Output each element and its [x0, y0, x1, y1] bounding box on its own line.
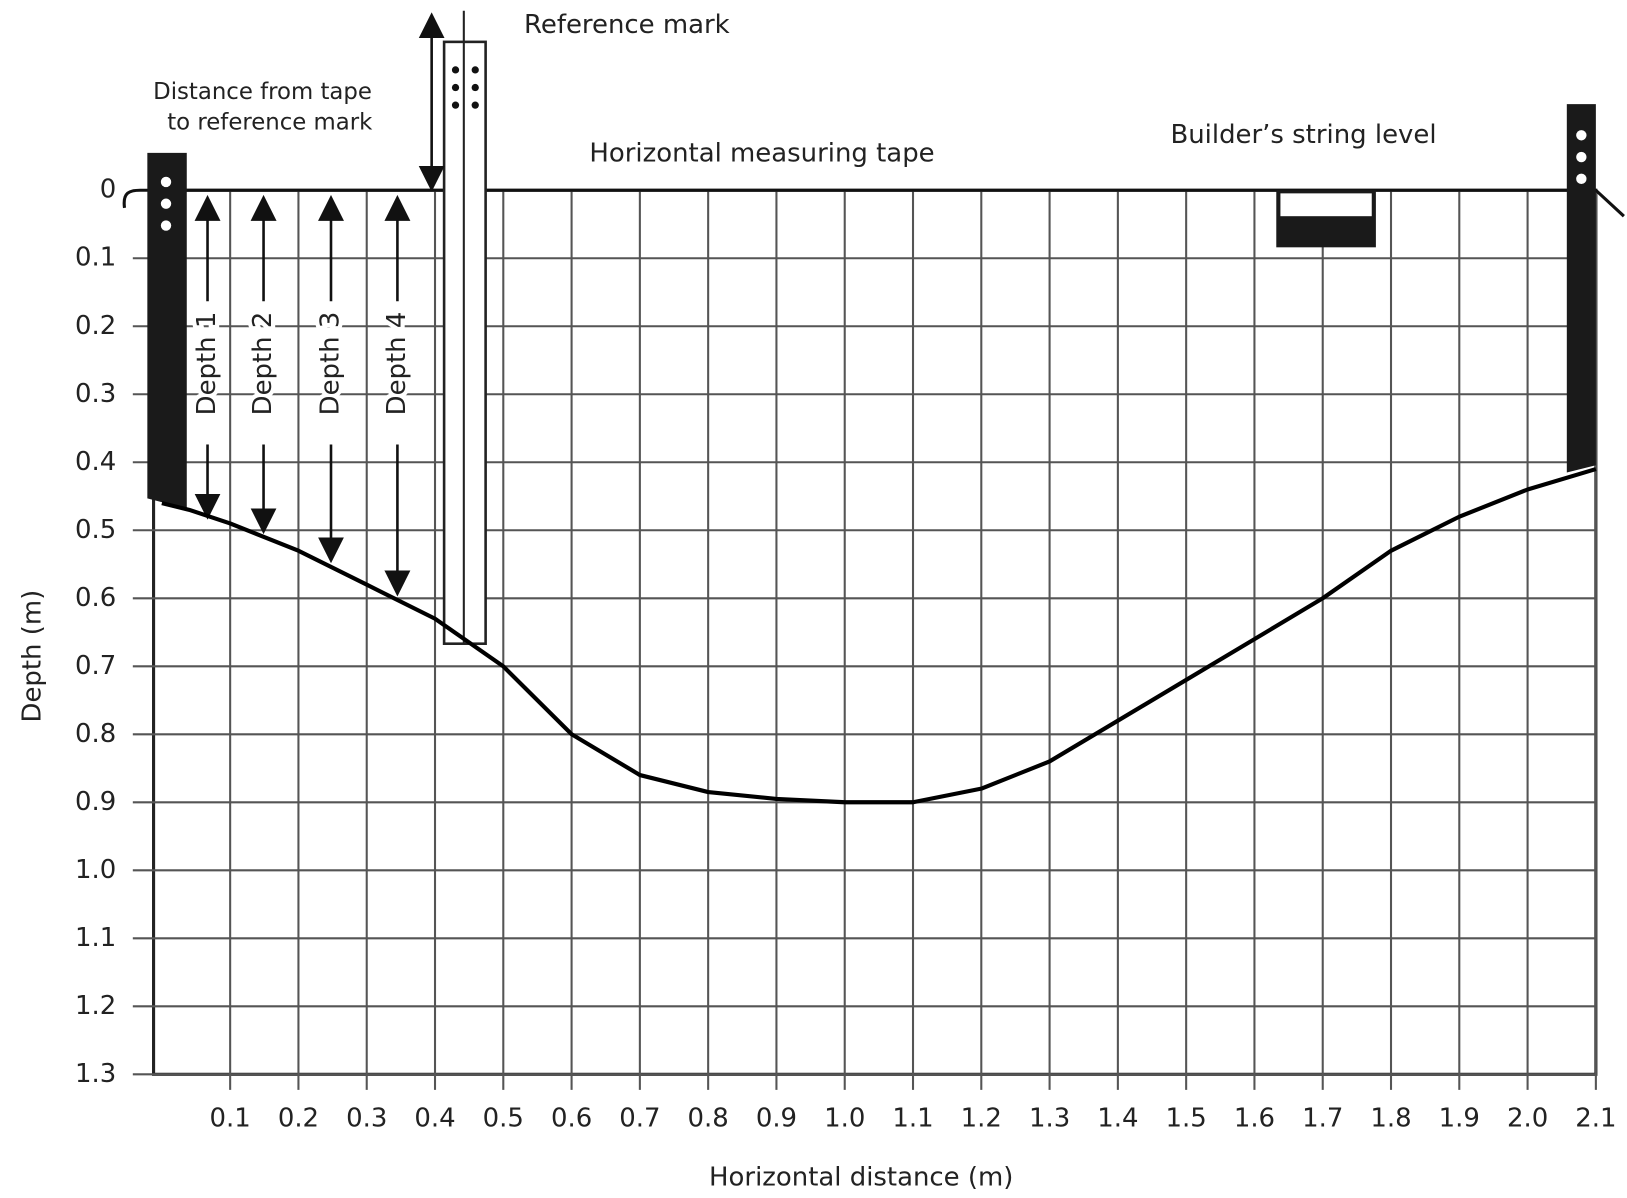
y-tick-label: 0.7 — [75, 651, 116, 681]
x-tick-label: 1.5 — [1166, 1103, 1207, 1133]
post-hole — [160, 198, 172, 209]
y-tick-label: 0.8 — [75, 719, 116, 749]
x-tick-label: 1.9 — [1439, 1103, 1480, 1133]
y-tick-label: 1.3 — [75, 1059, 116, 1089]
post-hole — [1576, 130, 1587, 141]
plot-frame — [152, 188, 1598, 1076]
y-tick-label: 0.1 — [75, 243, 116, 273]
bed-profile — [161, 467, 1597, 805]
y-tick-label: 0 — [100, 175, 117, 205]
right-post — [1566, 104, 1596, 473]
depth-arrows — [194, 194, 411, 597]
annotation: Builder’s string level — [1170, 120, 1436, 150]
x-tick-label: 0.3 — [346, 1103, 387, 1133]
y-tick-label: 0.2 — [75, 311, 116, 341]
x-tick-label: 0.4 — [414, 1103, 455, 1133]
post-hole — [1576, 173, 1587, 185]
y-tick-label: 1.2 — [75, 991, 116, 1021]
measuring-tape — [122, 188, 1625, 218]
y-tick-label: 0.3 — [75, 379, 116, 409]
x-tick-label: 0.8 — [688, 1103, 729, 1133]
x-axis-label: Horizontal distance (m) — [709, 1163, 1013, 1193]
post-hole — [160, 176, 172, 188]
x-tick-label: 0.9 — [756, 1103, 797, 1133]
y-tick-label: 0.4 — [75, 447, 116, 477]
x-tick-label: 1.3 — [1029, 1103, 1070, 1133]
x-tick-label: 1.0 — [824, 1103, 865, 1133]
annotation: Distance from tape — [153, 79, 372, 105]
y-tick-label: 0.5 — [75, 515, 116, 545]
y-tick-label: 0.6 — [75, 583, 116, 613]
x-tick-label: 1.4 — [1097, 1103, 1138, 1133]
annotation: Depth 3 — [316, 312, 346, 416]
x-tick-label: 1.2 — [961, 1103, 1002, 1133]
x-tick-label: 0.5 — [483, 1103, 524, 1133]
y-axis-label: Depth (m) — [18, 590, 48, 723]
y-tick-label: 1.0 — [75, 855, 116, 885]
x-tick-label: 1.8 — [1370, 1103, 1411, 1133]
string-level-bubble — [1280, 193, 1372, 217]
annotation: Depth 4 — [382, 312, 412, 416]
annotation: to reference mark — [167, 109, 373, 135]
x-tick-label: 0.7 — [619, 1103, 660, 1133]
annotation: Depth 1 — [192, 312, 222, 416]
x-tick-label: 1.1 — [892, 1103, 933, 1133]
x-tick-label: 0.2 — [278, 1103, 319, 1133]
x-tick-label: 0.1 — [210, 1103, 251, 1133]
x-tick-label: 2.0 — [1507, 1103, 1548, 1133]
y-tick-label: 0.9 — [75, 787, 116, 817]
annotation: Horizontal measuring tape — [589, 138, 934, 168]
x-tick-label: 2.1 — [1575, 1103, 1616, 1133]
x-tick-label: 1.7 — [1302, 1103, 1343, 1133]
grid — [132, 189, 1597, 1090]
x-tick-label: 0.6 — [551, 1103, 592, 1133]
left-post — [147, 152, 187, 509]
x-tick-label: 1.6 — [1234, 1103, 1275, 1133]
post-hole — [160, 220, 172, 231]
annotation: Reference mark — [524, 10, 730, 40]
annotation: Depth 2 — [248, 312, 278, 416]
reference-dots — [451, 66, 479, 109]
y-tick-label: 1.1 — [75, 923, 116, 953]
post-hole — [1576, 151, 1587, 163]
